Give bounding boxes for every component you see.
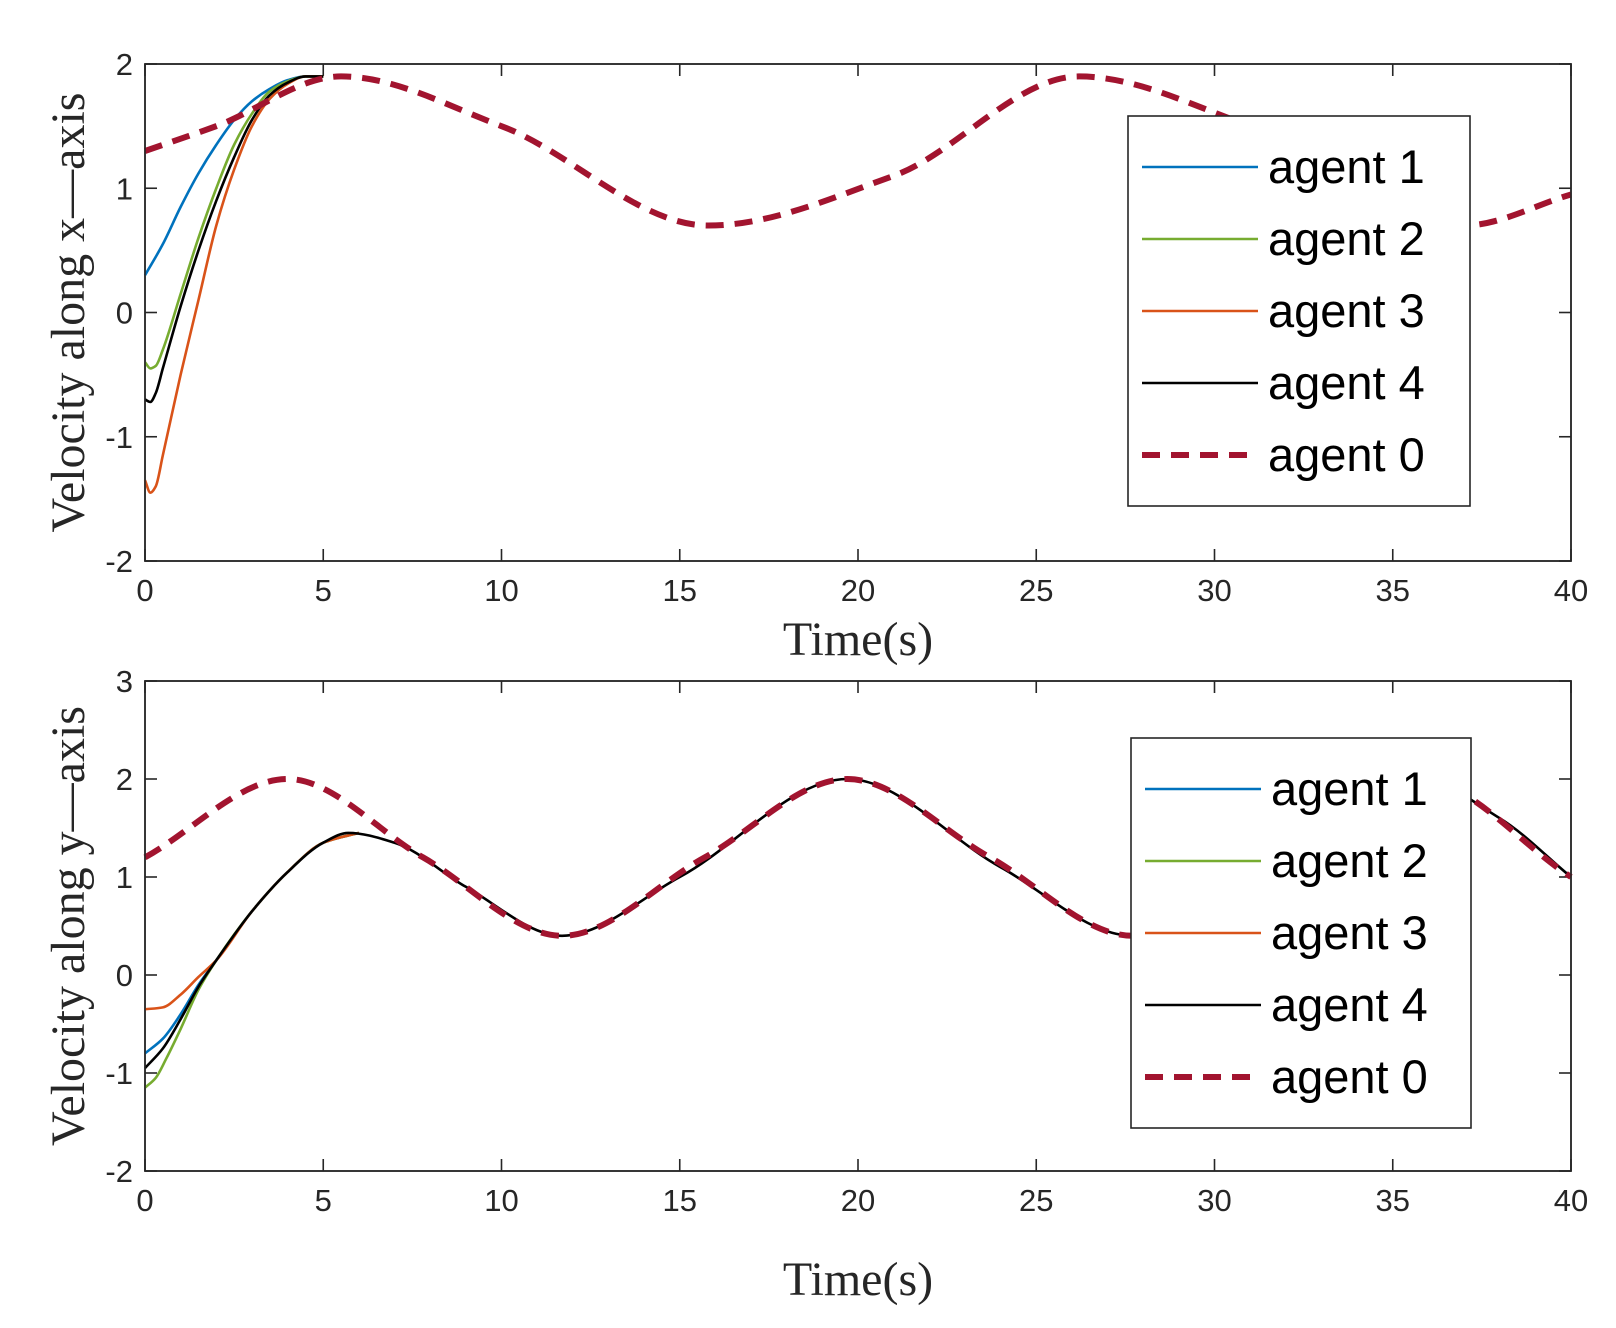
chart-top: 0 5 10 15 20 25 30 35 40 -2 -1 0 1 2 Time(s) Velocity… [42,47,1588,666]
chart-bottom-legend: agent 1 agent 2 agent 3 agent 4 agent 0 [1130,737,1472,1129]
chart-top-legend: agent 1 agent 2 agent 3 agent 4 agent 0 [1127,115,1471,507]
chart-top-x-tick-label: 35 [1376,573,1410,608]
chart-top-y-tick-label: -2 [105,544,133,579]
chart-bottom-y-tick-label: 1 [116,860,133,895]
chart-top-series-line-agent-4 [144,75,324,404]
chart-top-x-axis-label: Time(s) [783,613,933,666]
chart-top-y-tick-label: 1 [116,171,133,206]
chart-bottom-x-tick-label: 10 [484,1183,518,1218]
chart-top-x-tick-label: 10 [484,573,518,608]
chart-top-series-lines [143,73,1572,494]
chart-bottom-legend-label: agent 0 [1271,1050,1428,1103]
chart-bottom-x-tick-label: 5 [315,1183,332,1218]
chart-bottom-x-tick-label: 15 [663,1183,697,1218]
chart-bottom-x-tick-label: 20 [841,1183,875,1218]
chart-bottom-y-tick-label: -1 [105,1056,133,1091]
chart-top-y-tick-label: 2 [116,47,133,82]
chart-bottom-ticks: 0 5 10 15 20 25 30 35 40 -2 -1 0 1 2 3 [105,664,1588,1218]
chart-top-x-tick-label: 20 [841,573,875,608]
chart-bottom-y-axis-label: Velocity along y—axis [42,706,95,1146]
chart-top-y-axis-label: Velocity along x—axis [42,93,95,533]
chart-bottom-x-tick-label: 25 [1019,1183,1053,1218]
chart-top-y-tick-label: 0 [116,296,133,331]
chart-bottom-x-axis-label: Time(s) [783,1253,933,1306]
chart-top-x-tick-label: 40 [1554,573,1588,608]
chart-top-legend-label: agent 3 [1268,284,1425,337]
chart-top-series-line-agent-0 [144,73,1572,229]
chart-top-axes-frame [144,63,1572,562]
chart-bottom-x-tick-label: 35 [1376,1183,1410,1218]
chart-top-y-tick-label: -1 [105,420,133,455]
chart-top-legend-label: agent 2 [1268,212,1425,265]
chart-bottom-x-tick-label: 0 [136,1183,153,1218]
chart-bottom-legend-label: agent 1 [1271,762,1428,815]
chart-bottom-x-tick-label: 30 [1197,1183,1231,1218]
chart-bottom-legend-label: agent 2 [1271,834,1428,887]
chart-bottom-legend-label: agent 3 [1271,906,1428,959]
chart-top-x-tick-label: 5 [315,573,332,608]
chart-bottom-legend-label: agent 4 [1271,978,1428,1031]
chart-top-x-tick-label: 15 [663,573,697,608]
chart-bottom-y-tick-label: 0 [116,958,133,993]
chart-top-legend-label: agent 1 [1268,140,1425,193]
chart-top-legend-label: agent 4 [1268,356,1425,409]
chart-bottom-y-tick-label: 2 [116,762,133,797]
chart-bottom-y-tick-label: -2 [105,1154,133,1189]
chart-bottom-x-tick-label: 40 [1554,1183,1588,1218]
chart-top-legend-label: agent 0 [1268,428,1425,481]
chart-bottom: 0 5 10 15 20 25 30 35 40 -2 -1 0 1 2 3 Time(s) Velocit… [42,664,1588,1306]
chart-top-x-tick-label: 0 [136,573,153,608]
chart-top-x-tick-label: 30 [1197,573,1231,608]
chart-bottom-axes-frame [144,680,1572,1172]
chart-top-ticks: 0 5 10 15 20 25 30 35 40 -2 -1 0 1 2 [105,47,1588,608]
chart-top-x-tick-label: 25 [1019,573,1053,608]
chart-bottom-y-tick-label: 3 [116,664,133,699]
